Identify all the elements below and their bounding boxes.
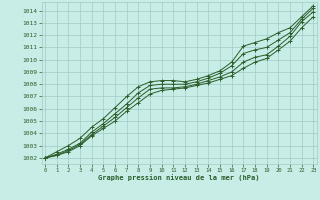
- X-axis label: Graphe pression niveau de la mer (hPa): Graphe pression niveau de la mer (hPa): [99, 175, 260, 181]
